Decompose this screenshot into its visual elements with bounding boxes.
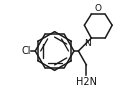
Text: N: N bbox=[84, 39, 91, 48]
Text: O: O bbox=[95, 4, 102, 13]
Text: H2N: H2N bbox=[76, 77, 97, 87]
Text: Cl: Cl bbox=[21, 46, 31, 56]
